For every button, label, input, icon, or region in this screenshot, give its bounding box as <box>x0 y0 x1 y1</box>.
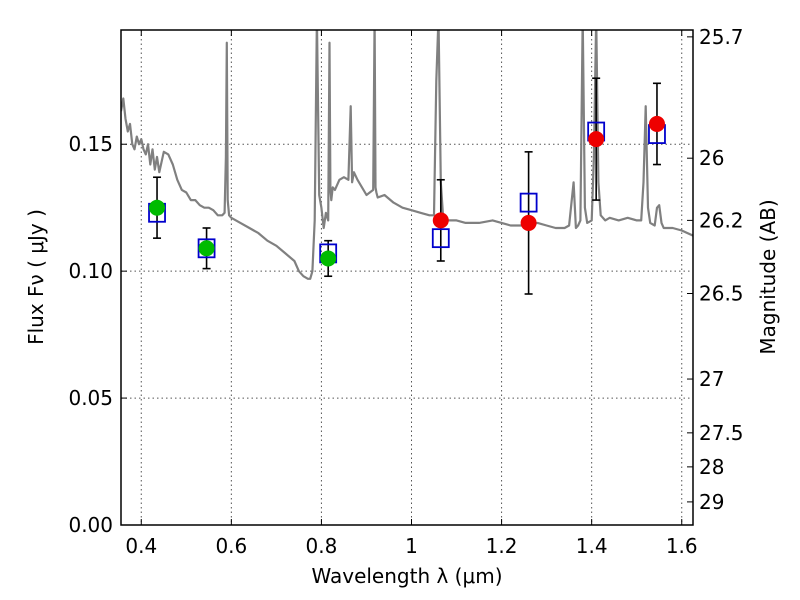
y2-tick-label: 29 <box>699 490 724 514</box>
model-spectrum <box>121 30 693 280</box>
x-tick-label: 0.8 <box>306 534 338 558</box>
y-axis-label: Flux Fν ( μJy ) <box>24 209 48 345</box>
observed-point <box>520 214 537 231</box>
y2-tick-label: 26.2 <box>699 208 744 232</box>
y2-axis-ticks: 25.7 26 26.2 26.5 27 27.5 28 29 <box>687 25 744 514</box>
x-tick-label: 1.6 <box>666 534 698 558</box>
y2-tick-label: 27.5 <box>699 421 744 445</box>
y-axis-ticks: 0.00 0.05 0.10 0.15 <box>68 132 127 537</box>
plot-background <box>121 30 693 525</box>
y2-axis-label: Magnitude (AB) <box>756 199 780 354</box>
x-axis-ticks: 0.4 0.6 0.8 1 1.2 1.4 1.6 <box>125 30 698 558</box>
y2-tick-label: 26.5 <box>699 281 744 305</box>
y2-tick-label: 27 <box>699 367 724 391</box>
observed-point <box>320 250 337 267</box>
y2-tick-label: 28 <box>699 455 724 479</box>
y2-tick-label: 26 <box>699 146 724 170</box>
y2-tick-label: 25.7 <box>699 25 744 49</box>
spectrum-line <box>121 30 693 280</box>
plot-frame <box>120 29 694 526</box>
x-tick-label: 1.4 <box>576 534 608 558</box>
model-square <box>519 192 538 213</box>
x-tick-label: 0.4 <box>125 534 157 558</box>
y-tick-label: 0.10 <box>68 259 113 283</box>
x-axis-label: Wavelength λ (μm) <box>311 564 502 588</box>
y-tick-label: 0.00 <box>68 513 113 537</box>
observed-point <box>149 199 166 216</box>
y-tick-label: 0.15 <box>68 132 113 156</box>
grid <box>121 30 693 526</box>
observed-point <box>198 240 215 257</box>
model-square <box>431 228 450 249</box>
observed-point <box>432 212 449 229</box>
observed-point <box>648 115 665 132</box>
x-tick-label: 1.2 <box>486 534 518 558</box>
x-tick-label: 1 <box>405 534 418 558</box>
y-tick-label: 0.05 <box>68 386 113 410</box>
observed-point <box>588 131 605 148</box>
observed-points <box>149 115 665 267</box>
x-tick-label: 0.6 <box>215 534 247 558</box>
